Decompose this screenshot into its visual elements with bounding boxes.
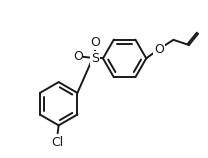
Text: O: O <box>73 50 83 63</box>
Text: O: O <box>90 36 100 49</box>
Text: O: O <box>154 43 164 56</box>
Text: S: S <box>91 52 99 65</box>
Text: Cl: Cl <box>52 136 64 149</box>
